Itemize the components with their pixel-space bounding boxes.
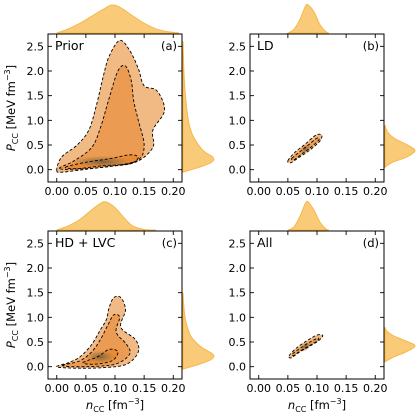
x-tick-label: 0.05 xyxy=(276,185,301,198)
panel-tag: (b) xyxy=(363,39,379,53)
y-tick-label: 1.0 xyxy=(229,114,247,127)
y-tick-label: 2.0 xyxy=(229,65,247,78)
contour-95-line xyxy=(288,334,324,359)
panel-prior: 0.00 0.05 0.10 0.15 0.20 0.0 0.5 1.0 1.5 2.0 2.5 Pr… xyxy=(3,4,215,198)
panel-tag: (d) xyxy=(363,236,379,250)
contour-95-line xyxy=(287,133,323,164)
density-core xyxy=(69,155,135,168)
x-tick-label: 0.05 xyxy=(74,382,99,395)
y-tick-label: 0.5 xyxy=(229,336,247,349)
y-tick-label: 1.5 xyxy=(229,287,247,300)
y-axis-label: PCC [MeV fm−3] xyxy=(3,262,20,348)
x-tick-label: 0.00 xyxy=(44,185,69,198)
y-tick-label: 1.5 xyxy=(27,90,45,103)
plot-area xyxy=(56,295,140,369)
contour-68-line xyxy=(59,64,145,170)
x-marginal-density xyxy=(286,3,329,34)
plot-area xyxy=(287,133,323,164)
contour-68-fill xyxy=(59,65,145,170)
contour-inner-line xyxy=(64,154,139,170)
panel-tag: (c) xyxy=(162,236,177,250)
y-tick-label: 0.5 xyxy=(27,336,45,349)
panel-tag: (a) xyxy=(161,39,177,53)
contour-95-line xyxy=(56,295,140,369)
x-tick-label: 0.00 xyxy=(246,382,271,395)
contour-inner-line xyxy=(82,348,119,365)
x-tick-label: 0.15 xyxy=(334,382,359,395)
x-tick-label: 0.10 xyxy=(305,382,330,395)
x-tick-label: 0.00 xyxy=(44,382,69,395)
panel-all: 0.00 0.05 0.10 0.15 0.20 0.0 0.5 1.0 1.5 2.0 2.5 Al… xyxy=(229,200,416,414)
panel-title: All xyxy=(257,235,273,250)
panel-ld: 0.00 0.05 0.10 0.15 0.20 0.0 0.5 1.0 1.5 2.0 2.5 LD… xyxy=(229,3,416,198)
y-marginal-density xyxy=(384,125,416,169)
x-tick-label: 0.20 xyxy=(161,185,186,198)
y-tick-label: 1.5 xyxy=(27,287,45,300)
panel-hd-lvc: 0.00 0.05 0.10 0.15 0.20 0.0 0.5 1.0 1.5 2.0 2.5 HD… xyxy=(3,201,215,414)
panel-title: HD + LVC xyxy=(55,235,116,250)
x-tick-label: 0.20 xyxy=(161,382,186,395)
x-marginal-density xyxy=(287,200,329,231)
x-tick-label: 0.05 xyxy=(276,382,301,395)
y-marginal-density xyxy=(384,326,416,363)
x-tick-label: 0.10 xyxy=(103,185,128,198)
y-tick-label: 2.5 xyxy=(229,237,247,250)
x-tick-label: 0.15 xyxy=(334,185,359,198)
y-tick-label: 2.5 xyxy=(229,40,247,53)
x-tick-label: 0.00 xyxy=(246,185,271,198)
y-marginal-density xyxy=(182,41,215,173)
y-tick-label: 0.0 xyxy=(27,361,45,374)
x-marginal-density xyxy=(56,4,180,34)
y-tick-label: 0.0 xyxy=(27,164,45,177)
panel-title: Prior xyxy=(55,38,85,53)
x-tick-label: 0.05 xyxy=(74,185,99,198)
y-tick-label: 0.0 xyxy=(229,361,247,374)
y-tick-label: 2.5 xyxy=(27,40,45,53)
y-tick-label: 0.0 xyxy=(229,164,247,177)
x-tick-label: 0.20 xyxy=(363,382,388,395)
y-tick-label: 1.0 xyxy=(229,311,247,324)
y-tick-label: 1.5 xyxy=(229,90,247,103)
axes-frame xyxy=(249,33,385,183)
x-tick-label: 0.20 xyxy=(363,185,388,198)
contour-95-line xyxy=(56,39,165,173)
plot-area xyxy=(288,334,324,359)
y-tick-label: 1.0 xyxy=(27,114,45,127)
y-tick-label: 2.0 xyxy=(229,262,247,275)
x-tick-label: 0.15 xyxy=(132,382,157,395)
density-core xyxy=(84,350,117,364)
y-tick-label: 1.0 xyxy=(27,311,45,324)
y-marginal-density xyxy=(182,292,215,370)
y-tick-label: 2.0 xyxy=(27,262,45,275)
x-tick-label: 0.15 xyxy=(132,185,157,198)
x-tick-label: 0.10 xyxy=(305,185,330,198)
x-axis-label: nCC [fm−3] xyxy=(288,397,346,414)
plot-area xyxy=(56,39,165,173)
y-tick-label: 2.5 xyxy=(27,237,45,250)
y-axis-label: PCC [MeV fm−3] xyxy=(3,65,20,151)
panel-title: LD xyxy=(257,38,274,53)
y-tick-label: 2.0 xyxy=(27,65,45,78)
x-axis-label: nCC [fm−3] xyxy=(86,397,144,414)
y-tick-label: 0.5 xyxy=(27,139,45,152)
y-tick-label: 0.5 xyxy=(229,139,247,152)
x-marginal-density xyxy=(56,201,156,231)
contour-68-line xyxy=(291,137,320,161)
x-tick-label: 0.10 xyxy=(103,382,128,395)
axes-frame xyxy=(249,230,385,380)
